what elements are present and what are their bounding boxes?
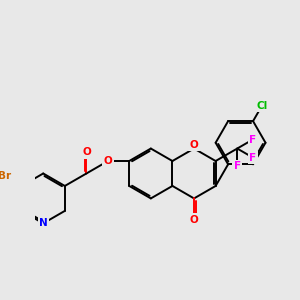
Text: F: F bbox=[249, 135, 256, 145]
Text: O: O bbox=[190, 140, 198, 150]
Text: O: O bbox=[190, 214, 198, 225]
Text: O: O bbox=[104, 156, 112, 166]
Text: Cl: Cl bbox=[256, 101, 267, 111]
Text: F: F bbox=[249, 152, 256, 163]
Text: O: O bbox=[82, 147, 91, 157]
Text: N: N bbox=[39, 218, 48, 228]
Text: F: F bbox=[234, 161, 241, 172]
Text: Br: Br bbox=[0, 171, 11, 181]
